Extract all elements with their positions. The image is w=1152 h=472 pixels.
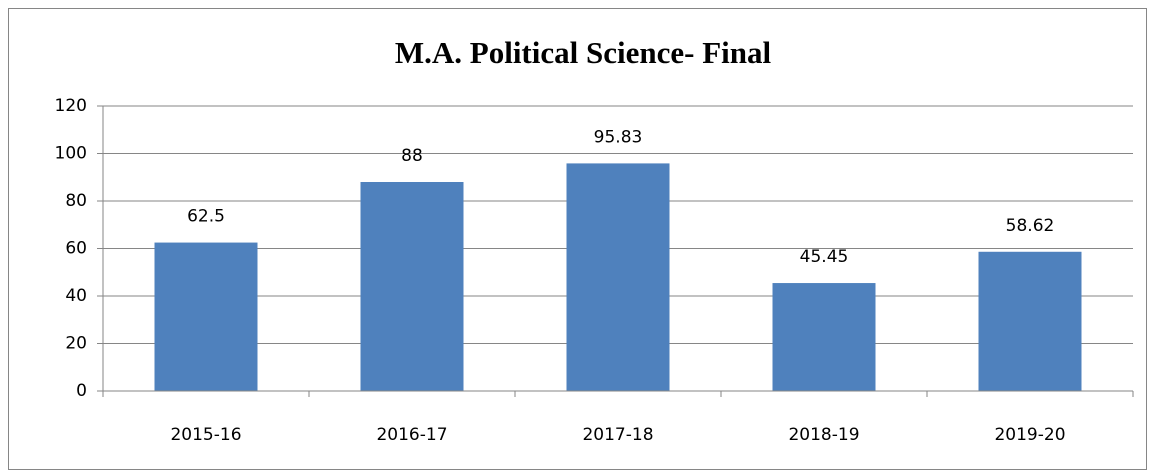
y-tick-label: 120 <box>55 96 87 116</box>
y-tick-label: 60 <box>65 239 87 259</box>
x-tick-label: 2016-17 <box>376 425 447 445</box>
y-tick-label: 100 <box>55 144 87 164</box>
data-label: 45.45 <box>800 247 849 267</box>
bar <box>978 251 1082 391</box>
bar <box>154 242 258 391</box>
bar <box>772 283 876 391</box>
data-label: 95.83 <box>594 127 643 147</box>
chart-title: M.A. Political Science- Final <box>395 35 772 70</box>
data-label: 88 <box>401 146 423 166</box>
y-tick-label: 80 <box>65 191 87 211</box>
data-label: 58.62 <box>1006 216 1055 236</box>
x-tick-label: 2017-18 <box>582 425 653 445</box>
bar <box>566 163 670 391</box>
y-tick-label: 0 <box>76 381 87 401</box>
x-tick-label: 2019-20 <box>994 425 1065 445</box>
data-label: 62.5 <box>187 207 225 227</box>
x-tick-label: 2015-16 <box>170 425 241 445</box>
y-tick-label: 20 <box>65 334 87 354</box>
bar <box>360 182 464 391</box>
y-tick-label: 40 <box>65 286 87 306</box>
x-tick-label: 2018-19 <box>788 425 859 445</box>
